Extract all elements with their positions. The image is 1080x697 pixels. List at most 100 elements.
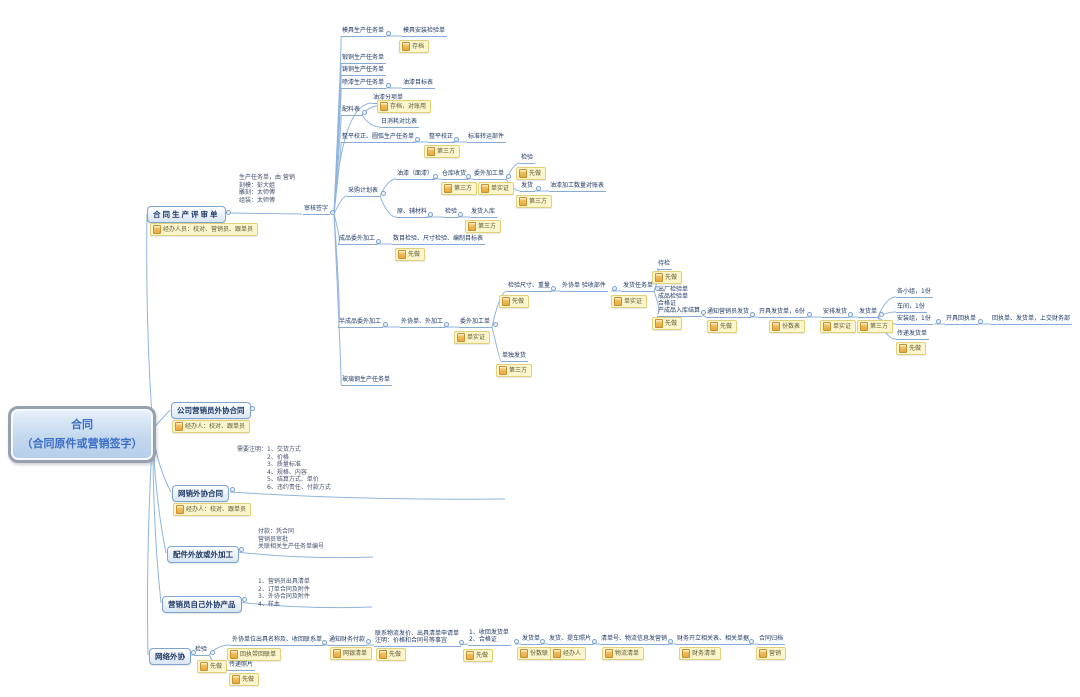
collapse-toggle[interactable] <box>239 547 244 552</box>
collapse-toggle[interactable] <box>362 110 367 115</box>
collapse-toggle[interactable] <box>750 312 755 317</box>
collapse-toggle[interactable] <box>230 487 235 492</box>
topic-receipt-to-finance[interactable]: 回执单、发货单，上交财务部 <box>991 315 1073 325</box>
collapse-toggle[interactable] <box>330 210 335 215</box>
topic-outsource-order-2[interactable]: 委外加工单 <box>459 318 493 328</box>
collapse-toggle[interactable] <box>433 174 438 179</box>
topic-ship-1[interactable]: 发货 <box>520 182 536 192</box>
topic-separate-ship[interactable]: 单独发货 <box>501 352 529 362</box>
topic-net-finance-docs[interactable]: 财务开立相关表、相关单据 <box>676 635 752 645</box>
collapse-toggle[interactable] <box>366 639 371 644</box>
collapse-toggle[interactable] <box>376 239 381 244</box>
collapse-toggle[interactable] <box>592 639 597 644</box>
collapse-toggle[interactable] <box>978 319 983 324</box>
topic-ship-task[interactable]: 发货任务单 <box>622 282 656 292</box>
collapse-toggle[interactable] <box>879 312 884 317</box>
topic-copy-groups[interactable]: 各小组，1份 <box>896 288 933 298</box>
topic-cast-copper-task[interactable]: 铸铜生产任务单 <box>341 66 387 76</box>
collapse-toggle[interactable] <box>466 174 471 179</box>
collapse-toggle[interactable] <box>540 639 545 644</box>
topic-paint-target[interactable]: 油漆目标表 <box>402 79 436 89</box>
topic-semi-outsource[interactable]: 半成品委外加工 <box>338 318 384 328</box>
branch-company-sales-outsource-contract[interactable]: 公司营销员外协合同 <box>171 402 251 419</box>
topic-mold-task[interactable]: 模具生产任务单 <box>341 27 387 37</box>
branch-online-sales-outsource-contract[interactable]: 网销外协合同 <box>172 485 229 502</box>
collapse-toggle[interactable] <box>848 312 853 317</box>
topic-outsource-process[interactable]: 外协单、外加工 <box>400 318 446 328</box>
topic-issue-ship-note[interactable]: 开具发货单，6份 <box>758 308 807 318</box>
branch-sales-own-outsource-product[interactable]: 营销员自己外协产品 <box>162 596 242 613</box>
collapse-toggle[interactable] <box>210 650 215 655</box>
collapse-toggle[interactable] <box>506 174 511 179</box>
topic-paint-topcoat[interactable]: 油漆（面漆） <box>396 170 436 180</box>
topic-net-ship-photo[interactable]: 发货、提车照片 <box>548 635 594 645</box>
collapse-toggle[interactable] <box>428 212 433 217</box>
collapse-toggle[interactable] <box>383 322 388 327</box>
topic-mold-install-check[interactable]: 模具安装检验单 <box>402 27 448 37</box>
topic-net-inspect[interactable]: 检验 <box>194 646 210 656</box>
collapse-toggle[interactable] <box>459 640 464 645</box>
collapse-toggle[interactable] <box>655 286 660 291</box>
collapse-toggle[interactable] <box>381 191 386 196</box>
branch-production-review[interactable]: 合同生产评审单 <box>147 206 226 223</box>
topic-arrange-ship[interactable]: 安排发货 <box>822 308 850 318</box>
topic-finished-checks[interactable]: 数目检验、尺寸检验、编制目标表 <box>392 235 486 245</box>
topic-pending-check[interactable]: 待检 <box>657 260 673 270</box>
collapse-toggle[interactable] <box>536 186 541 191</box>
collapse-toggle[interactable] <box>668 639 673 644</box>
topic-copy-install[interactable]: 安装组，1份 <box>896 315 933 325</box>
collapse-toggle[interactable] <box>454 137 459 142</box>
collapse-toggle[interactable] <box>551 286 556 291</box>
topic-outsource-order-1[interactable]: 委外加工单 <box>473 170 507 180</box>
branch-network-outsource[interactable]: 网络外协 <box>149 648 191 665</box>
collapse-toggle[interactable] <box>386 83 391 88</box>
topic-net-supplier-docs[interactable]: 外协单位出具名称及、收回联系单 <box>231 636 325 646</box>
collapse-toggle[interactable] <box>493 322 498 327</box>
collapse-toggle[interactable] <box>444 322 449 327</box>
topic-net-archive[interactable]: 合同归档 <box>758 635 786 645</box>
collapse-toggle[interactable] <box>807 312 812 317</box>
topic-purchase-plan[interactable]: 采购计划表 <box>347 187 381 197</box>
collapse-toggle[interactable] <box>322 640 327 645</box>
topic-inspect-1[interactable]: 检验 <box>520 154 536 164</box>
topic-net-logistics[interactable]: 联系物流发价、出具清单申请单 注明：价格和合同号等事宜 <box>374 630 462 647</box>
topic-pass-ship-note[interactable]: 传递发货单 <box>896 330 930 340</box>
topic-copy-workshop[interactable]: 车间，1份 <box>896 303 927 313</box>
collapse-toggle[interactable] <box>226 210 231 215</box>
topic-paint-reconcile[interactable]: 油漆加工数量对账表 <box>549 182 607 192</box>
topic-review-sign[interactable]: 审核签字 <box>303 205 331 215</box>
collapse-toggle[interactable] <box>458 212 463 217</box>
collapse-toggle[interactable] <box>514 639 519 644</box>
topic-net-send-info[interactable]: 清单号、物流信息发营销 <box>600 635 670 645</box>
topic-paint-task[interactable]: 喷漆生产任务单 <box>341 79 387 89</box>
topic-net-ship-note[interactable]: 发货单 <box>521 635 543 645</box>
topic-inspect-2[interactable]: 检验 <box>444 208 460 218</box>
collapse-toggle[interactable] <box>749 639 754 644</box>
topic-ship-note[interactable]: 发货单 <box>858 308 880 318</box>
topic-check-size-weight[interactable]: 检验尺寸、重量 <box>507 282 553 292</box>
topic-warehouse-receive[interactable]: 仓库收货 <box>441 170 469 180</box>
topic-issue-receipt[interactable]: 开具回执单 <box>945 315 979 325</box>
topic-leveling[interactable]: 整平校正 <box>428 133 456 143</box>
topic-finished-outsource[interactable]: 成品委外加工 <box>338 235 378 245</box>
topic-ship-instock[interactable]: 发货入库 <box>470 208 498 218</box>
collapse-toggle[interactable] <box>250 406 255 411</box>
topic-leveling-task[interactable]: 整平校正、圆弧生产任务单 <box>341 133 417 143</box>
topic-daily-usage[interactable]: 日消耗对比表 <box>380 118 420 128</box>
root-topic-contract[interactable]: 合同 （合同原件或营销签字） <box>8 406 156 464</box>
collapse-toggle[interactable] <box>415 137 420 142</box>
collapse-toggle[interactable] <box>242 597 247 602</box>
topic-net-pass-photo[interactable]: 传递照片 <box>228 661 256 671</box>
topic-forge-copper-task[interactable]: 锻铜生产任务单 <box>341 54 387 64</box>
collapse-toggle[interactable] <box>191 650 196 655</box>
topic-ingredients[interactable]: 配料表 <box>341 106 363 116</box>
topic-standard-parts[interactable]: 标准转运部件 <box>467 133 507 143</box>
topic-notify-sales-ship[interactable]: 通知营销员发货 <box>706 308 752 318</box>
collapse-toggle[interactable] <box>701 310 706 315</box>
topic-outsource-accept[interactable]: 外协单 验收部件 <box>561 282 608 292</box>
topic-outbound-docs[interactable]: 出厂检验单 成品检验单 合格证 产成品入库结算 <box>657 286 703 317</box>
collapse-toggle[interactable] <box>612 286 617 291</box>
topic-net-collect-notes[interactable]: 1、收回发货单 2、合格证 <box>468 629 511 646</box>
collapse-toggle[interactable] <box>936 319 941 324</box>
topic-raw-materials[interactable]: 原、辅材料 <box>396 208 430 218</box>
